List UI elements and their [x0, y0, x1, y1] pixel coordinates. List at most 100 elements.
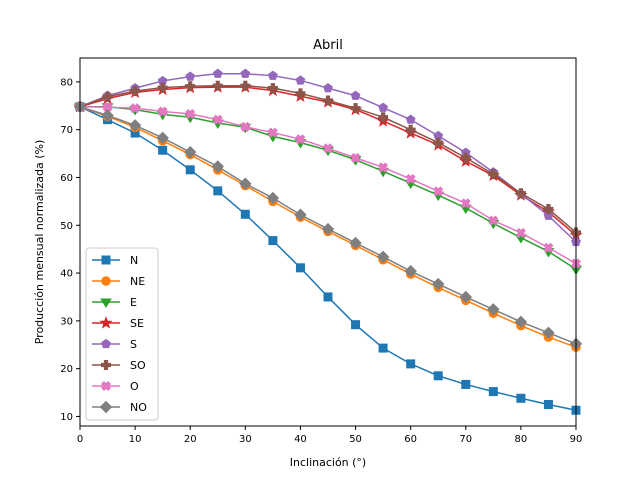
data-point-S: [543, 210, 554, 220]
data-point-S: [212, 68, 223, 78]
y-axis-label: Producción mensual normalizada (%): [33, 140, 46, 345]
data-point-NO: [321, 222, 335, 236]
data-point-NO: [211, 160, 224, 173]
data-point-N: [268, 236, 278, 246]
data-point-NO: [266, 191, 280, 205]
legend-item-E: E: [92, 296, 137, 309]
data-point-O: [185, 108, 196, 119]
data-point-N: [378, 343, 388, 353]
legend-marker: [101, 255, 111, 265]
data-point-NO: [514, 315, 528, 329]
data-point-NO: [239, 177, 252, 190]
y-tick-label: 30: [60, 316, 73, 327]
x-tick-label: 90: [570, 434, 583, 445]
data-point-SO: [378, 112, 389, 123]
series-NO: [73, 100, 583, 351]
data-point-SO: [515, 188, 526, 199]
data-point-N: [406, 359, 416, 369]
chart-title: Abril: [313, 38, 343, 53]
y-tick-label: 50: [60, 221, 73, 232]
data-point-O: [240, 121, 251, 132]
legend-marker: [99, 400, 113, 414]
data-point-SO: [405, 124, 416, 135]
data-point-NO: [487, 303, 500, 316]
x-tick-label: 20: [184, 434, 197, 445]
data-point-NO: [156, 131, 169, 145]
data-point-O: [433, 186, 444, 197]
data-point-SO: [543, 204, 554, 215]
data-point-O: [405, 173, 416, 184]
data-point-S: [295, 75, 306, 85]
x-tick-label: 10: [129, 434, 142, 445]
x-tick-label: 70: [459, 434, 472, 445]
data-point-S: [240, 68, 251, 78]
data-point-NO: [542, 326, 555, 340]
data-point-NO: [459, 290, 472, 304]
plot-frame: [79, 57, 577, 427]
x-tick-label: 80: [515, 434, 528, 445]
data-point-NO: [404, 264, 417, 278]
data-point-N: [351, 320, 361, 330]
data-point-N: [543, 399, 553, 409]
legend-item-S: S: [92, 338, 137, 351]
x-tick-label: 30: [239, 434, 252, 445]
data-point-N: [185, 165, 195, 175]
data-point-SO: [130, 85, 141, 96]
data-point-O: [543, 242, 554, 253]
data-point-SO: [240, 80, 251, 91]
x-tick-label: 40: [294, 434, 307, 445]
data-point-O: [212, 114, 223, 125]
data-point-NO: [184, 145, 197, 159]
y-tick-label: 10: [60, 412, 73, 423]
data-point-SO: [157, 82, 168, 93]
legend-marker: [101, 338, 111, 349]
x-axis-label: Inclinación (°): [290, 456, 366, 469]
data-point-SO: [212, 80, 223, 91]
legend-label: O: [130, 380, 139, 393]
legend-item-O: O: [92, 380, 139, 393]
data-point-SO: [185, 81, 196, 92]
y-tick-label: 40: [60, 269, 73, 280]
legend-label: E: [130, 296, 137, 309]
legend-label: NE: [130, 275, 145, 288]
data-point-NO: [101, 109, 114, 122]
legend-label: SO: [130, 359, 146, 372]
data-point-O: [267, 127, 278, 138]
legend-item-N: N: [92, 254, 138, 267]
data-point-O: [460, 198, 471, 209]
data-point-O: [322, 143, 334, 154]
y-tick-label: 60: [60, 173, 73, 184]
data-point-N: [213, 186, 223, 196]
data-point-SO: [433, 137, 444, 148]
data-point-N: [516, 393, 526, 403]
legend-item-SE: SE: [92, 316, 144, 330]
data-point-S: [268, 70, 278, 80]
y-tick-label: 70: [60, 125, 73, 136]
data-point-NO: [294, 208, 307, 221]
legend-item-NE: NE: [92, 275, 145, 288]
data-point-O: [378, 162, 389, 173]
legend-marker: [99, 316, 113, 329]
data-point-N: [240, 209, 250, 219]
data-point-O: [488, 215, 499, 226]
x-tick-label: 60: [404, 434, 417, 445]
plot-area: [73, 68, 583, 415]
data-point-SO: [350, 103, 361, 114]
data-point-S: [378, 102, 388, 112]
data-point-SO: [323, 95, 333, 106]
data-point-O: [515, 227, 526, 238]
x-tick-label: 50: [349, 434, 362, 445]
data-point-SO: [267, 83, 278, 94]
data-point-O: [130, 103, 141, 114]
data-point-SO: [488, 169, 499, 180]
data-point-N: [488, 387, 498, 397]
x-axis: 0 10 20 30 40 50 60 70 80 90: [77, 426, 583, 445]
data-point-S: [323, 82, 333, 93]
data-point-O: [295, 134, 306, 145]
legend-marker: [101, 360, 111, 370]
data-point-O: [157, 106, 168, 117]
data-point-NO: [128, 119, 142, 132]
legend-label: S: [130, 338, 137, 351]
data-point-NO: [376, 250, 390, 264]
